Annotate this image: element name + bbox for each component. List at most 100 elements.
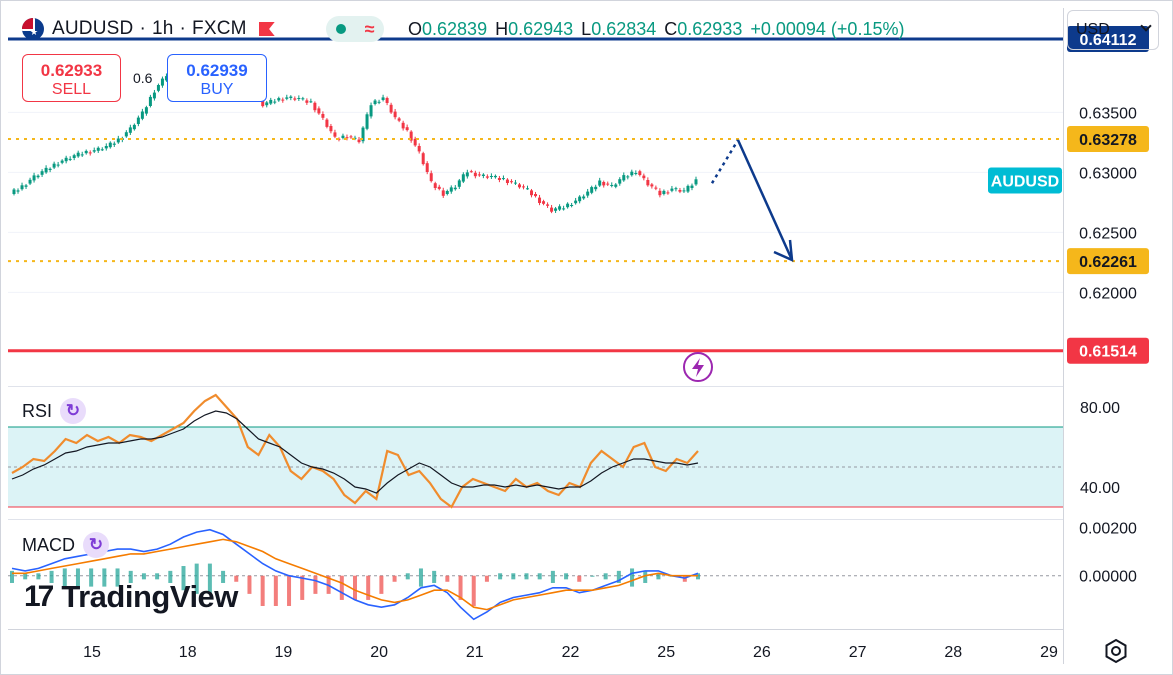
ohlc-close: 0.62933 (677, 18, 743, 39)
candle (273, 101, 277, 103)
candle (542, 201, 546, 204)
price-tick-0: 0.63500 (1079, 105, 1137, 122)
candle (634, 173, 638, 174)
projection-arrow[interactable] (736, 139, 794, 261)
level-label-3-bg (1067, 337, 1149, 364)
macd-histogram-bar (630, 568, 635, 587)
ohlc-close-key: C (664, 18, 678, 39)
refresh-icon[interactable]: ↻ (60, 398, 87, 424)
rsi-pane-title[interactable]: RSI ↻ (22, 398, 87, 424)
candle (626, 176, 630, 178)
candle (124, 132, 128, 137)
candle (554, 208, 558, 211)
candle (493, 175, 497, 178)
candle (429, 173, 433, 182)
candle (44, 167, 48, 173)
candle (509, 181, 513, 183)
flash-icon[interactable] (683, 352, 713, 382)
candle (461, 174, 465, 182)
candle (116, 138, 120, 143)
candle (80, 154, 84, 156)
candle (281, 99, 285, 101)
macd-histogram-bar (511, 573, 516, 580)
symbol-header[interactable]: AUDUSD · 1h · FXCM (22, 14, 275, 44)
macd-histogram-bar (207, 563, 212, 594)
candle (349, 136, 353, 138)
level-label-1: 0.63278 (1079, 132, 1137, 149)
candle (341, 135, 345, 138)
wave-icon: ≈ (364, 19, 375, 39)
flash-icon-bolt (692, 358, 704, 377)
refresh-icon[interactable]: ↻ (83, 532, 109, 558)
candle (32, 175, 36, 181)
candle (269, 99, 273, 104)
logo-text: TradingView (61, 579, 238, 614)
macd-histogram-bar (537, 573, 542, 580)
candle (594, 186, 598, 190)
macd-histogram-bar (62, 568, 67, 587)
time-tick-4: 21 (466, 644, 484, 661)
candle (417, 146, 421, 152)
candle (401, 122, 405, 129)
price-tick-1: 0.63000 (1079, 165, 1137, 182)
rsi-title: RSI (22, 400, 53, 421)
price-tick-3: 0.62000 (1079, 285, 1137, 302)
candle (682, 190, 686, 192)
candle (670, 188, 674, 191)
time-tick-1: 18 (179, 644, 197, 661)
candle (136, 117, 140, 124)
currency-select[interactable]: USD (1067, 10, 1159, 50)
sell-button[interactable]: 0.62933 SELL (22, 54, 121, 102)
symbol-name[interactable]: AUDUSD (52, 18, 134, 39)
candle (666, 192, 670, 194)
buy-button[interactable]: 0.62939 BUY (167, 54, 267, 102)
macd-series-1 (12, 538, 698, 611)
macd-histogram-bar (379, 575, 384, 594)
level-label-0-bg (1067, 25, 1149, 52)
candle (686, 185, 690, 192)
time-tick-10: 29 (1040, 644, 1058, 661)
candle (293, 98, 297, 100)
candle (562, 208, 566, 210)
symbol-tag-bg (988, 167, 1062, 194)
macd-series-0 (11, 528, 699, 621)
exchange: FXCM (192, 18, 247, 39)
candle (534, 194, 538, 197)
candle (606, 183, 610, 185)
candle (622, 175, 626, 181)
candle (140, 111, 144, 119)
candle (60, 160, 64, 163)
timeframe[interactable]: 1h (151, 18, 174, 39)
time-tick-5: 22 (562, 644, 580, 661)
settings-icon[interactable] (1103, 638, 1129, 664)
price-tick-2: 0.62500 (1079, 225, 1137, 242)
candle (574, 200, 578, 204)
currency-value: USD (1076, 21, 1110, 38)
rsi-tick-1: 40.00 (1080, 480, 1120, 497)
rsi-series-0 (11, 393, 699, 509)
candle (92, 150, 96, 152)
projection-dotted (710, 139, 740, 184)
sell-price: 0.62933 (40, 61, 103, 80)
candle (409, 131, 413, 141)
macd-histogram-bar (498, 573, 503, 580)
status-pill[interactable]: ≈ (326, 16, 384, 42)
ohlc-open-key: O (408, 18, 423, 39)
candle (598, 180, 602, 186)
candle (329, 126, 333, 132)
macd-histogram-bar (418, 568, 423, 587)
macd-pane-title[interactable]: MACD ↻ (22, 532, 109, 558)
candle (421, 153, 425, 165)
candle (100, 149, 104, 151)
rsi-series-1 (11, 410, 699, 494)
level-label-0: 0.64112 (1080, 32, 1137, 49)
candle (570, 205, 574, 206)
macd-histogram-bar (155, 573, 160, 580)
time-tick-2: 19 (275, 644, 293, 661)
candle (313, 102, 317, 111)
candle (289, 96, 293, 98)
time-tick-0: 15 (83, 644, 101, 661)
header-sep: · (139, 18, 146, 39)
candle (56, 164, 60, 166)
